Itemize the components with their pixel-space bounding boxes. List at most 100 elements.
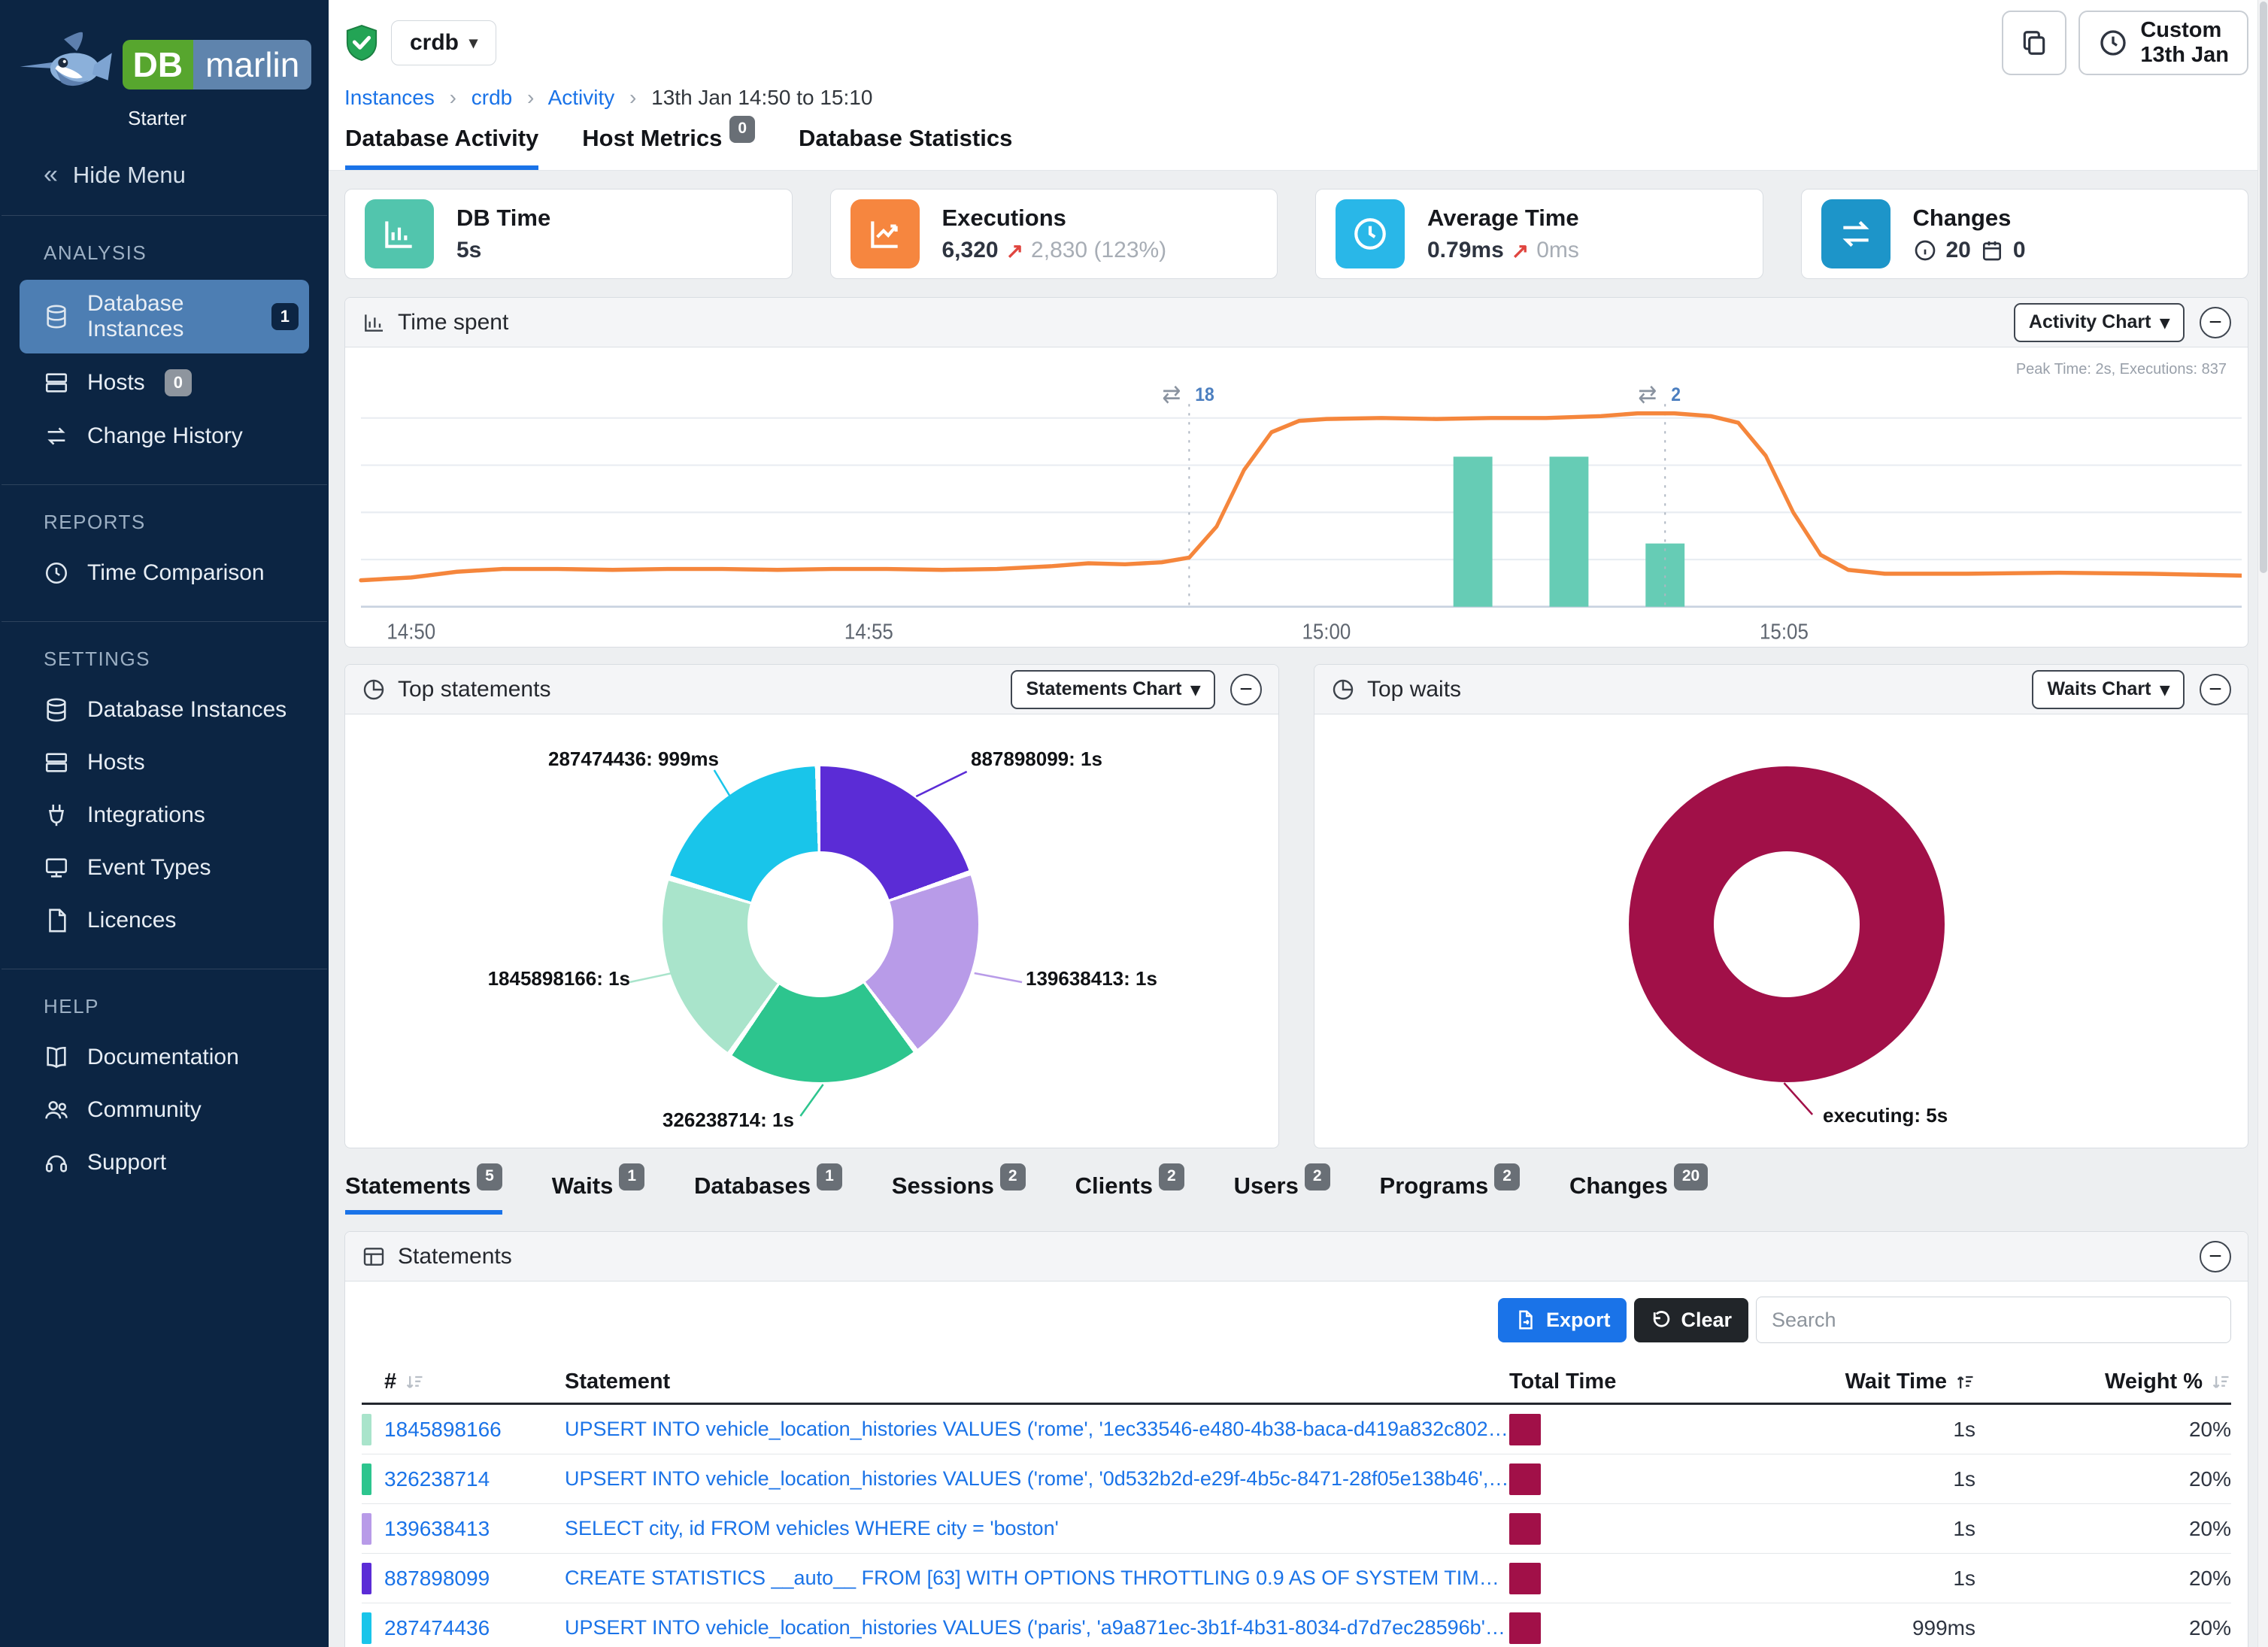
tab-host-metrics[interactable]: Host Metrics 0	[582, 116, 756, 170]
statement-id-link[interactable]: 1845898166	[384, 1417, 502, 1441]
minus-icon: −	[2209, 1243, 2222, 1269]
export-button[interactable]: Export	[1497, 1297, 1627, 1342]
collapse-panel-button[interactable]: −	[2200, 673, 2231, 705]
brand-edition: Starter	[128, 107, 187, 129]
page-scrollbar[interactable]	[2257, 0, 2268, 1647]
sidebar-item-change-history[interactable]: Change History	[20, 412, 309, 460]
tab-clients[interactable]: Clients 2	[1075, 1163, 1184, 1215]
book-icon	[47, 1046, 66, 1069]
sidebar-item-label: Time Comparison	[87, 560, 265, 585]
time-series-chart[interactable]: 14:50 14:55 15:00 15:05 ⇄ 18 ⇄ 2	[351, 356, 2242, 645]
statement-id-link[interactable]: 887898099	[384, 1566, 490, 1590]
table-row: 887898099 CREATE STATISTICS __auto__ FRO…	[362, 1554, 2231, 1603]
sidebar-item-label: Licences	[87, 908, 177, 933]
sidebar-item-hosts[interactable]: Hosts 0	[20, 358, 309, 408]
kpi-title: Average Time	[1427, 205, 1579, 231]
sidebar-item-documentation[interactable]: Documentation	[20, 1033, 309, 1081]
kpi-value: 5s	[456, 238, 482, 262]
column-header-total-time[interactable]: Total Time	[1509, 1369, 1617, 1394]
statement-sql-link[interactable]: CREATE STATISTICS __auto__ FROM [63] WIT…	[565, 1567, 1509, 1589]
pie-chart-icon	[1333, 679, 1354, 699]
time-spent-chart[interactable]: Peak Time: 2s, Executions: 837 14:50 14:5…	[345, 347, 2248, 647]
column-header-weight[interactable]: Weight %	[1975, 1369, 2231, 1394]
sidebar-item-support[interactable]: Support	[20, 1139, 309, 1187]
sidebar-item-label: Integrations	[87, 802, 205, 827]
donut-label-executing: executing: 5s	[1823, 1104, 1948, 1127]
statement-sql-link[interactable]: UPSERT INTO vehicle_location_histories V…	[565, 1616, 1509, 1639]
tab-programs[interactable]: Programs 2	[1380, 1163, 1520, 1215]
sidebar-item-database-instances-settings[interactable]: Database Instances	[20, 686, 309, 734]
panel-title: Top statements	[398, 676, 551, 702]
statement-id-link[interactable]: 139638413	[384, 1516, 490, 1540]
weight-value: 20%	[2188, 1516, 2231, 1540]
donut-label-326238714: 326238714: 1s	[663, 1109, 794, 1131]
headset-icon	[45, 1155, 68, 1172]
sidebar-item-time-comparison[interactable]: Time Comparison	[20, 549, 309, 597]
column-header-num[interactable]: #	[384, 1369, 565, 1394]
clock-icon	[1336, 199, 1405, 268]
sidebar-item-community[interactable]: Community	[20, 1086, 309, 1134]
tab-waits[interactable]: Waits 1	[552, 1163, 645, 1215]
statement-id-link[interactable]: 326238714	[384, 1467, 490, 1491]
sidebar-item-event-types[interactable]: Event Types	[20, 844, 309, 892]
minus-icon: −	[1239, 676, 1253, 702]
copy-button[interactable]	[2002, 11, 2067, 75]
instance-selector-button[interactable]: crdb ▾	[391, 20, 497, 65]
statements-donut[interactable]	[663, 766, 978, 1082]
tab-databases[interactable]: Databases 1	[694, 1163, 842, 1215]
donut-leader-lines	[629, 769, 1023, 1117]
breadcrumb-activity[interactable]: Activity	[547, 86, 615, 109]
total-time-bar	[1509, 1612, 1541, 1644]
tab-database-statistics[interactable]: Database Statistics	[799, 125, 1012, 170]
statements-donut-chart[interactable]: 287474436: 999ms 887898099: 1s 184589816…	[345, 714, 1278, 1148]
breadcrumb-instances[interactable]: Instances	[344, 86, 435, 109]
donut-label-1845898166: 1845898166: 1s	[487, 967, 630, 990]
clear-button[interactable]: Clear	[1634, 1297, 1748, 1342]
tab-database-activity[interactable]: Database Activity	[345, 125, 539, 170]
waits-donut[interactable]	[1629, 766, 1945, 1082]
tab-sessions[interactable]: Sessions 2	[892, 1163, 1026, 1215]
kpi-delta: 0ms	[1536, 238, 1579, 262]
statement-id-link[interactable]: 287474436	[384, 1615, 490, 1639]
statements-table: # Statement Total Time Wait Time Weigh	[345, 1355, 2248, 1647]
collapse-panel-button[interactable]: −	[2200, 1240, 2231, 1272]
statements-chart-dropdown[interactable]: Statements Chart ▾	[1011, 669, 1215, 709]
statement-sql-link[interactable]: UPSERT INTO vehicle_location_histories V…	[565, 1418, 1509, 1440]
line-chart-icon	[850, 199, 920, 268]
tab-label: Clients	[1075, 1172, 1153, 1199]
table-row: 287474436 UPSERT INTO vehicle_location_h…	[362, 1603, 2231, 1647]
chevron-double-left-icon: «	[44, 160, 58, 189]
hide-menu-button[interactable]: « Hide Menu	[0, 130, 329, 215]
total-time-bar	[1509, 1562, 1541, 1594]
statement-color-chip	[362, 1512, 371, 1545]
statement-sql-link[interactable]: UPSERT INTO vehicle_location_histories V…	[565, 1467, 1509, 1490]
clear-label: Clear	[1681, 1308, 1732, 1331]
column-header-wait-time[interactable]: Wait Time	[1750, 1369, 1975, 1394]
tab-statements[interactable]: Statements 5	[345, 1163, 502, 1215]
weight-value: 20%	[2188, 1615, 2231, 1639]
column-header-statement[interactable]: Statement	[565, 1369, 671, 1394]
waits-donut-chart[interactable]: executing: 5s	[1314, 714, 2248, 1148]
activity-chart-dropdown[interactable]: Activity Chart ▾	[2013, 302, 2185, 342]
section-title: REPORTS	[44, 511, 146, 533]
collapse-panel-button[interactable]: −	[2200, 306, 2231, 338]
sidebar-item-hosts-settings[interactable]: Hosts	[20, 739, 309, 787]
sidebar-item-label: Hosts	[87, 750, 145, 775]
waits-chart-dropdown[interactable]: Waits Chart ▾	[2032, 669, 2185, 709]
content-area: DB Time 5s Executions 6,320 ↗ 2,830 (123…	[329, 171, 2268, 1647]
statement-sql-link[interactable]: SELECT city, id FROM vehicles WHERE city…	[565, 1517, 1059, 1539]
total-time-bar	[1509, 1413, 1541, 1445]
tab-changes[interactable]: Changes 20	[1569, 1163, 1709, 1215]
time-range-button[interactable]: Custom 13th Jan	[2078, 11, 2248, 75]
sidebar-item-database-instances[interactable]: Database Instances 1	[20, 280, 309, 353]
tab-users[interactable]: Users 2	[1234, 1163, 1330, 1215]
collapse-panel-button[interactable]: −	[1230, 673, 1262, 705]
sidebar-item-integrations[interactable]: Integrations	[20, 791, 309, 839]
database-icon	[47, 305, 66, 329]
search-input[interactable]	[1756, 1297, 2231, 1343]
sidebar-item-licences[interactable]: Licences	[20, 896, 309, 945]
breadcrumb-crdb[interactable]: crdb	[471, 86, 513, 109]
kpi-executions: Executions 6,320 ↗ 2,830 (123%)	[829, 189, 1278, 279]
total-time-bar	[1509, 1512, 1541, 1545]
scrollbar-thumb[interactable]	[2260, 2, 2267, 573]
